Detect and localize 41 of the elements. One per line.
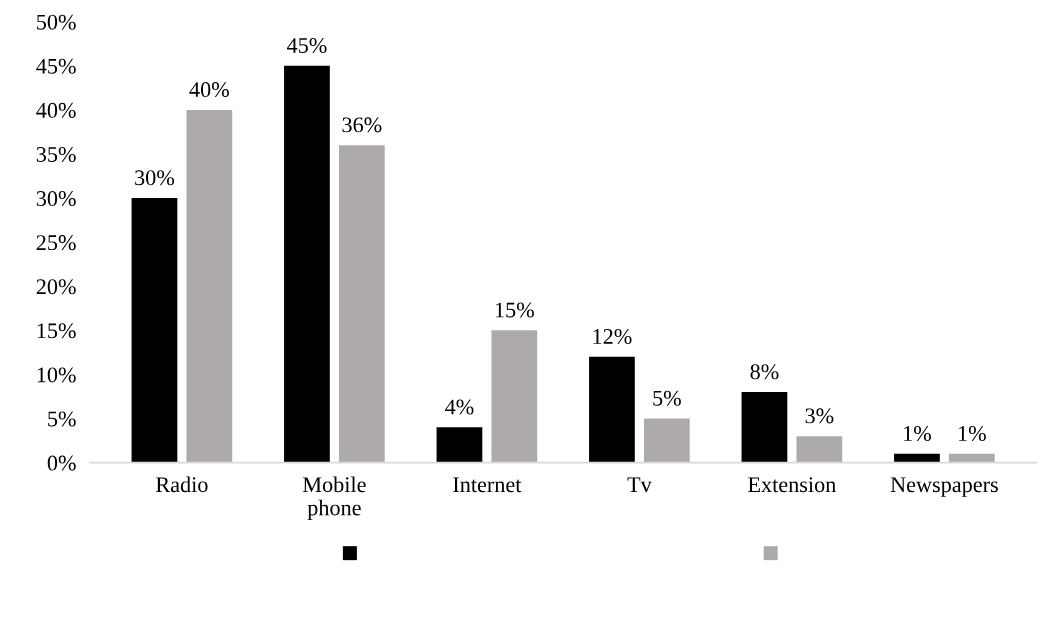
x-tick-label: Extension <box>748 477 836 493</box>
bar <box>338 145 385 463</box>
data-label: 4% <box>445 399 474 415</box>
y-tick-label: 30% <box>36 191 76 207</box>
y-tick-label: 15% <box>37 323 76 339</box>
bar <box>796 436 843 463</box>
bar <box>589 356 635 463</box>
data-label: 45% <box>287 37 327 54</box>
x-tick-label: Newspapers <box>890 477 998 497</box>
x-tick-label: Internet <box>453 477 522 493</box>
y-tick-label: 5% <box>48 411 76 427</box>
y-tick-label: 25% <box>36 235 76 251</box>
bar <box>491 330 538 463</box>
y-tick-label: 50% <box>37 14 76 30</box>
bar <box>948 453 995 463</box>
x-tick-label: Mobile phone <box>302 476 366 520</box>
x-tick-label: Radio <box>155 476 208 493</box>
y-tick-label: 20% <box>36 279 76 295</box>
data-label: 3% <box>805 408 834 424</box>
bar <box>436 427 483 463</box>
data-label: 5% <box>653 390 681 406</box>
bar <box>643 418 690 463</box>
bar <box>186 109 233 463</box>
data-label: 30% <box>135 170 175 186</box>
bar <box>894 453 940 463</box>
y-tick-label: 35% <box>36 146 76 163</box>
x-tick-label: Tv <box>627 477 652 493</box>
data-label: 8% <box>750 364 779 380</box>
bar <box>741 392 788 463</box>
y-tick-label: 0% <box>47 455 76 471</box>
y-tick-label: 40% <box>36 102 76 118</box>
bar <box>131 198 178 463</box>
data-label: 36% <box>342 117 382 133</box>
data-label: 40% <box>189 82 229 98</box>
data-label: 15% <box>495 302 534 318</box>
bar <box>284 65 330 463</box>
data-label: 1% <box>904 425 931 442</box>
y-tick-label: 45% <box>36 58 76 74</box>
y-tick-label: 10% <box>37 367 76 383</box>
data-label: 1% <box>958 425 986 442</box>
data-label: 12% <box>593 328 632 345</box>
